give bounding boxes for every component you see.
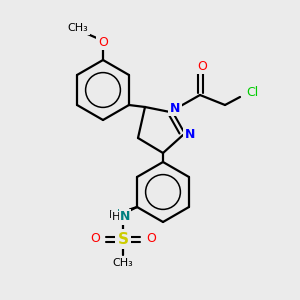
Text: O: O <box>197 59 207 73</box>
Text: CH₃: CH₃ <box>68 23 88 33</box>
Text: O: O <box>146 232 156 245</box>
Text: N: N <box>120 211 130 224</box>
Text: O: O <box>98 35 108 49</box>
Text: N: N <box>170 101 180 115</box>
Text: S: S <box>118 232 128 247</box>
Text: H: H <box>109 210 117 220</box>
Text: H: H <box>112 212 120 222</box>
Text: N: N <box>185 128 195 140</box>
Text: O: O <box>90 232 100 245</box>
Text: CH₃: CH₃ <box>112 258 134 268</box>
Text: Cl: Cl <box>246 86 258 100</box>
Text: N: N <box>117 208 127 221</box>
